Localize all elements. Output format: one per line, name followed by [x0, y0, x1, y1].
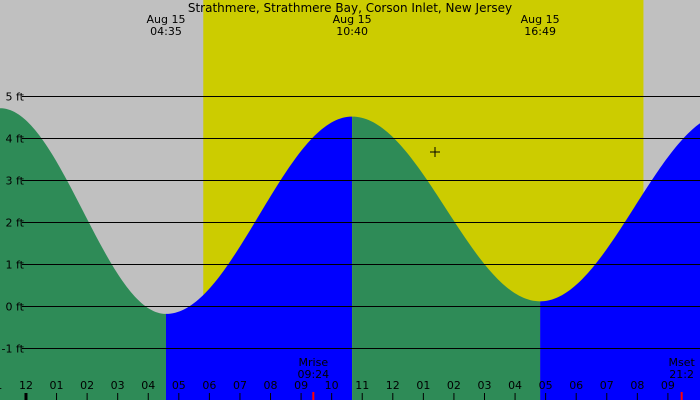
falling-tide-segment: [352, 116, 541, 400]
extreme-time-label: 10:40: [336, 25, 368, 38]
crosshair-cursor: [430, 147, 440, 157]
x-tick-label: 11: [355, 379, 369, 392]
x-tick-label: 04: [508, 379, 522, 392]
falling-tide-segment: [0, 108, 166, 400]
extreme-date-label: Aug 15: [333, 13, 372, 26]
x-tick-label: 09: [661, 379, 675, 392]
chart-title: Strathmere, Strathmere Bay, Corson Inlet…: [188, 1, 512, 15]
moon-event-label: Mrise: [299, 356, 329, 369]
extreme-time-label: 16:49: [524, 25, 556, 38]
x-tick-label: 01: [50, 379, 64, 392]
moon-event-time: 09:24: [297, 368, 329, 381]
y-tick-label: 1 ft: [6, 259, 25, 272]
x-tick-label: 09: [294, 379, 308, 392]
x-tick-label: 07: [600, 379, 614, 392]
x-tick-label: 11: [0, 379, 2, 392]
moon-event-label: Mset: [669, 356, 696, 369]
y-tick-label: -1 ft: [2, 343, 25, 356]
x-tick-label: 12: [19, 379, 33, 392]
x-tick-label: 05: [539, 379, 553, 392]
rising-tide-segment: [165, 116, 353, 400]
tide-fill-layer: [0, 108, 700, 400]
extreme-time-label: 04:35: [150, 25, 182, 38]
x-tick-label: 06: [569, 379, 583, 392]
x-tick-label: 08: [264, 379, 278, 392]
y-tick-label: 0 ft: [6, 301, 25, 314]
extreme-date-label: Aug 15: [146, 13, 185, 26]
extreme-date-label: Aug 15: [521, 13, 560, 26]
y-tick-label: 5 ft: [6, 91, 25, 104]
y-tick-label: 2 ft: [6, 217, 25, 230]
x-tick-label: 03: [477, 379, 491, 392]
x-tick-label: 06: [202, 379, 216, 392]
x-tick-label: 02: [80, 379, 94, 392]
x-tick-label: 12: [386, 379, 400, 392]
x-tick-label: 10: [325, 379, 339, 392]
x-tick-label: 07: [233, 379, 247, 392]
x-tick-label: 08: [630, 379, 644, 392]
rising-tide-segment: [540, 123, 700, 400]
x-tick-label: 05: [172, 379, 186, 392]
x-tick-label: 04: [141, 379, 155, 392]
x-tick-label: 03: [111, 379, 125, 392]
moon-event-time: 21:2: [669, 368, 694, 381]
x-tick-label: 02: [447, 379, 461, 392]
x-tick-label: 01: [416, 379, 430, 392]
y-tick-label: 3 ft: [6, 175, 25, 188]
label-layer: Strathmere, Strathmere Bay, Corson Inlet…: [0, 1, 695, 392]
y-tick-label: 4 ft: [6, 133, 25, 146]
gridline-layer: [22, 96, 700, 400]
